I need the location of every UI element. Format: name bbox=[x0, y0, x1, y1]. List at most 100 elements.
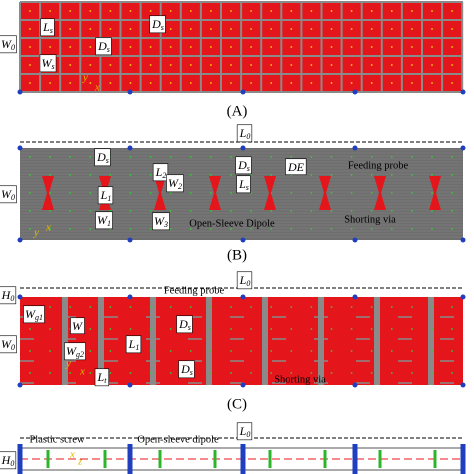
via-dot bbox=[330, 28, 333, 30]
via-dot bbox=[69, 192, 72, 194]
dipole bbox=[429, 176, 441, 210]
dim-sub: g2 bbox=[76, 350, 84, 359]
via-dot bbox=[310, 46, 313, 48]
via-dot bbox=[210, 350, 212, 352]
via-dot bbox=[189, 350, 192, 352]
via-dot bbox=[431, 46, 433, 48]
via-dot bbox=[89, 10, 92, 12]
via-dot bbox=[390, 328, 393, 330]
via-dot bbox=[390, 306, 393, 308]
screw-side bbox=[352, 444, 358, 474]
via-dot bbox=[129, 192, 132, 194]
dim-sub: s bbox=[51, 62, 54, 71]
dim-main: D bbox=[237, 158, 247, 172]
via-dot bbox=[89, 64, 92, 66]
dim-label: L1 bbox=[100, 188, 112, 203]
via-dot bbox=[250, 350, 253, 352]
via-dot bbox=[350, 156, 353, 158]
dim-main: W bbox=[154, 214, 165, 228]
dim-sub: 2 bbox=[178, 182, 182, 191]
via-dot bbox=[210, 10, 212, 12]
via-dot bbox=[189, 192, 192, 194]
screw-side bbox=[460, 444, 466, 474]
via-dot bbox=[69, 306, 72, 308]
dim-sub: 3 bbox=[163, 220, 168, 229]
via-dot bbox=[370, 82, 373, 84]
note: Plastic screw bbox=[29, 434, 85, 445]
via-dot bbox=[149, 46, 152, 48]
via-dot bbox=[49, 306, 51, 308]
gap bbox=[428, 297, 434, 385]
via-dot bbox=[109, 64, 112, 66]
via-dot bbox=[169, 210, 172, 212]
dipole-side bbox=[213, 450, 217, 468]
panel-caption: (B) bbox=[227, 247, 247, 263]
via-dot bbox=[451, 64, 453, 66]
via-dot bbox=[370, 174, 373, 176]
dim-box bbox=[236, 271, 253, 290]
via-dot bbox=[451, 350, 453, 352]
axis-letter: z bbox=[77, 456, 83, 468]
via-dot bbox=[89, 210, 92, 212]
dim-label: Ds bbox=[151, 17, 164, 32]
screw-side bbox=[127, 444, 133, 474]
dim-main: L bbox=[155, 165, 163, 179]
via-dot bbox=[169, 372, 172, 374]
via-dot bbox=[149, 156, 152, 158]
via-dot bbox=[411, 372, 413, 374]
dim-label: W3 bbox=[154, 214, 168, 229]
via-dot bbox=[189, 210, 192, 212]
via-dot bbox=[49, 228, 51, 230]
via-dot bbox=[310, 350, 313, 352]
via-dot bbox=[230, 174, 232, 176]
via-dot bbox=[69, 372, 72, 374]
dim-box bbox=[70, 317, 85, 335]
dipole-side bbox=[323, 450, 327, 468]
via-dot bbox=[350, 372, 353, 374]
dim-box bbox=[125, 335, 142, 354]
via-dot bbox=[29, 350, 31, 352]
via-dot bbox=[250, 210, 253, 212]
dim-main: L bbox=[100, 188, 108, 202]
dim-main: W bbox=[168, 176, 179, 190]
via-dot bbox=[189, 46, 192, 48]
note: Feeding probe bbox=[164, 285, 225, 296]
dipole-side bbox=[433, 450, 437, 468]
dim-box bbox=[0, 286, 17, 305]
via-dot bbox=[129, 46, 132, 48]
via-dot bbox=[451, 306, 453, 308]
via-dot bbox=[411, 328, 413, 330]
dim-box bbox=[0, 335, 17, 354]
via-dot bbox=[189, 306, 192, 308]
screw bbox=[17, 237, 23, 243]
via-dot bbox=[390, 174, 393, 176]
via-dot bbox=[451, 82, 453, 84]
via-dot bbox=[290, 28, 293, 30]
via-dot bbox=[89, 156, 92, 158]
dim-label: L1 bbox=[128, 337, 140, 352]
via-dot bbox=[109, 306, 112, 308]
note: Feeding probe bbox=[348, 160, 409, 171]
via-dot bbox=[230, 306, 232, 308]
dipole bbox=[319, 176, 331, 210]
via-dot bbox=[270, 372, 273, 374]
dim-sub: 0 bbox=[10, 294, 14, 303]
via-dot bbox=[350, 82, 353, 84]
via-dot bbox=[390, 28, 393, 30]
dim-box bbox=[0, 185, 17, 204]
via-dot bbox=[411, 46, 413, 48]
axis-letter: x bbox=[94, 82, 100, 94]
dim-sub: 0 bbox=[246, 132, 250, 141]
via-dot bbox=[390, 192, 393, 194]
screw bbox=[240, 237, 246, 243]
dim-sub: 1 bbox=[135, 343, 139, 352]
dim-main: D bbox=[96, 150, 106, 164]
dim-label: Wg1 bbox=[25, 307, 43, 322]
via-dot bbox=[109, 10, 112, 12]
via-dot bbox=[270, 46, 273, 48]
dim-main: W bbox=[1, 337, 12, 351]
axis-letter: y bbox=[82, 72, 88, 84]
dim-sub: 0 bbox=[246, 279, 250, 288]
via-dot bbox=[149, 306, 152, 308]
